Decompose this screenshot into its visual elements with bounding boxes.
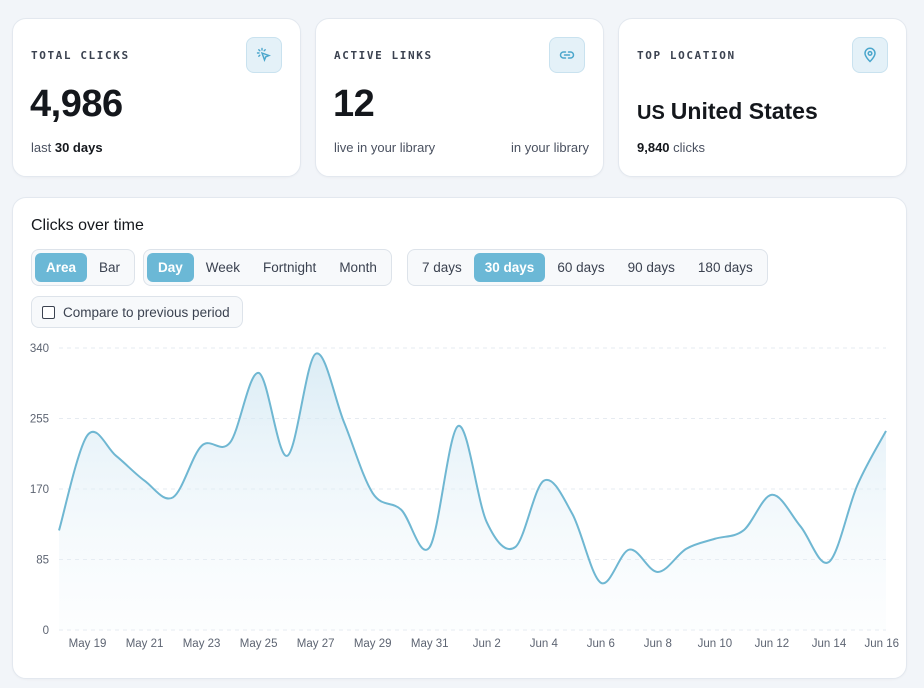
- data-point[interactable]: [56, 527, 62, 533]
- compare-previous-toggle[interactable]: Compare to previous period: [31, 296, 243, 328]
- data-point[interactable]: [370, 490, 376, 496]
- country-name: United States: [670, 98, 818, 124]
- x-tick-label: May 19: [69, 638, 107, 650]
- range-180-days[interactable]: 180 days: [697, 260, 753, 275]
- data-point[interactable]: [427, 544, 433, 550]
- active-links-value: 12: [333, 83, 375, 125]
- y-tick-label: 0: [43, 625, 49, 637]
- area-fill: [59, 353, 886, 630]
- x-tick-label: Jun 4: [530, 638, 559, 650]
- chart-type-area[interactable]: Area: [35, 253, 88, 282]
- data-point[interactable]: [683, 546, 689, 552]
- x-tick-label: Jun 8: [644, 638, 672, 650]
- x-tick-label: May 21: [126, 638, 164, 650]
- total-clicks-period: last 30 days: [31, 140, 103, 155]
- data-point[interactable]: [740, 527, 746, 533]
- top-location-country: US United States: [637, 98, 818, 125]
- data-point[interactable]: [398, 507, 404, 513]
- active-links-sub-right: in your library: [510, 140, 589, 155]
- clicks-chart-card: Clicks over time Area Bar Day Week Fortn…: [12, 197, 907, 679]
- data-point[interactable]: [85, 432, 91, 438]
- total-clicks-value: 4,986: [30, 83, 123, 125]
- chart-type-toggle: Area Bar: [31, 249, 136, 286]
- link-icon: [549, 37, 585, 73]
- range-90-days[interactable]: 90 days: [627, 260, 675, 275]
- data-point[interactable]: [199, 443, 205, 449]
- data-point[interactable]: [227, 440, 233, 446]
- granularity-fortnight[interactable]: Fortnight: [263, 260, 317, 275]
- period-prefix: last: [31, 140, 52, 155]
- data-point[interactable]: [455, 423, 461, 429]
- active-links-card: ACTIVE LINKS 12 live in your library in …: [315, 18, 604, 177]
- total-clicks-label: TOTAL CLICKS: [31, 49, 130, 62]
- compare-checkbox[interactable]: [42, 305, 55, 319]
- cursor-click-icon: [246, 37, 282, 73]
- data-point[interactable]: [284, 453, 290, 459]
- country-code: US: [637, 102, 665, 124]
- top-location-label: TOP LOCATION: [637, 49, 736, 62]
- data-point[interactable]: [712, 536, 718, 542]
- x-tick-label: May 29: [354, 638, 392, 650]
- location-clicks-value: 9,840: [637, 140, 670, 155]
- data-point[interactable]: [769, 492, 775, 498]
- y-tick-label: 85: [36, 555, 49, 567]
- range-30-days[interactable]: 30 days: [473, 253, 546, 282]
- granularity-month[interactable]: Month: [339, 260, 377, 275]
- data-point[interactable]: [341, 420, 347, 426]
- data-point[interactable]: [256, 370, 262, 376]
- data-point[interactable]: [797, 523, 803, 529]
- data-point[interactable]: [569, 511, 575, 517]
- granularity-day[interactable]: Day: [147, 253, 194, 282]
- data-point[interactable]: [142, 478, 148, 484]
- granularity-toggle: Day Week Fortnight Month: [143, 249, 392, 286]
- data-point[interactable]: [170, 494, 176, 500]
- y-tick-label: 340: [30, 343, 49, 355]
- data-point[interactable]: [313, 351, 319, 357]
- range-toggle: 7 days 30 days 60 days 90 days 180 days: [407, 249, 768, 286]
- location-clicks-suffix: clicks: [673, 140, 705, 155]
- x-tick-label: Jun 6: [587, 638, 615, 650]
- clicks-area-chart: 0 85 170 255 340 May 19 May 21 May 23 May 25 May …: [30, 343, 899, 650]
- chart-title: Clicks over time: [31, 217, 144, 234]
- x-tick-label: Jun 12: [755, 638, 790, 650]
- range-60-days[interactable]: 60 days: [557, 260, 605, 275]
- data-point[interactable]: [854, 482, 860, 488]
- x-tick-label: Jun 2: [473, 638, 501, 650]
- data-point[interactable]: [626, 547, 632, 553]
- data-point[interactable]: [883, 428, 889, 434]
- total-clicks-card: TOTAL CLICKS 4,986 last 30 days: [12, 18, 301, 177]
- data-point[interactable]: [598, 580, 604, 586]
- x-tick-label: May 31: [411, 638, 449, 650]
- top-location-card: TOP LOCATION US United States 9,840 click…: [618, 18, 907, 177]
- data-point[interactable]: [826, 559, 832, 565]
- data-point[interactable]: [113, 453, 119, 459]
- chart-type-bar[interactable]: Bar: [99, 260, 121, 275]
- map-pin-icon: [852, 37, 888, 73]
- range-7-days[interactable]: 7 days: [422, 260, 462, 275]
- active-links-label: ACTIVE LINKS: [334, 49, 433, 62]
- period-value: 30 days: [54, 140, 103, 155]
- data-point[interactable]: [541, 478, 547, 484]
- granularity-week[interactable]: Week: [205, 260, 241, 275]
- compare-label: Compare to previous period: [63, 304, 230, 320]
- x-tick-label: May 23: [183, 638, 221, 650]
- data-point[interactable]: [512, 544, 518, 550]
- x-tick-label: Jun 10: [698, 638, 733, 650]
- active-links-sub: live in your library: [334, 140, 436, 155]
- y-tick-label: 170: [30, 484, 49, 496]
- x-tick-label: Jun 16: [864, 638, 899, 650]
- top-location-clicks: 9,840 clicks: [637, 140, 705, 155]
- data-point[interactable]: [484, 519, 490, 525]
- y-tick-label: 255: [30, 414, 49, 426]
- data-point[interactable]: [655, 569, 661, 575]
- x-tick-label: May 27: [297, 638, 335, 650]
- x-tick-label: May 25: [240, 638, 278, 650]
- x-tick-label: Jun 14: [812, 638, 847, 650]
- series-line: [58, 352, 887, 585]
